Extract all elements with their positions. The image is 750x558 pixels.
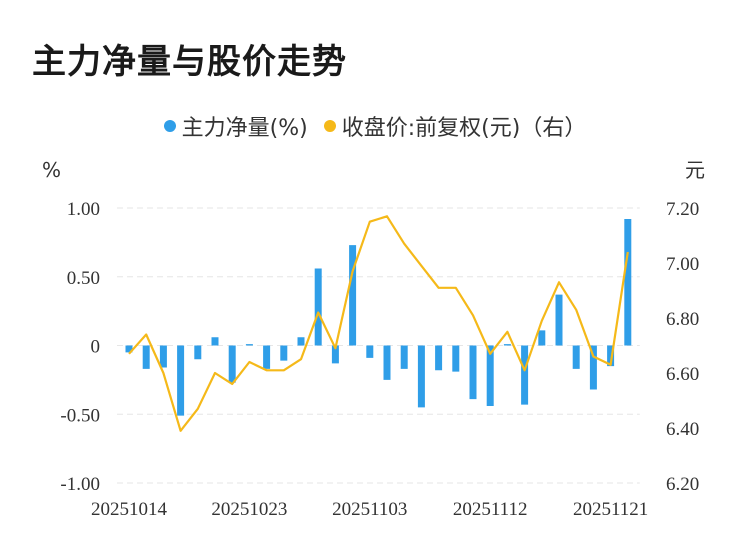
bar[interactable]: [211, 337, 219, 346]
bar[interactable]: [417, 345, 425, 408]
bar[interactable]: [400, 345, 408, 369]
right-tick-label: 6.60: [666, 364, 699, 385]
x-tick-label: 20251121: [573, 499, 648, 520]
bar[interactable]: [435, 345, 443, 371]
legend-label-net-volume: 主力净量(%): [181, 116, 308, 141]
right-tick-label: 6.20: [666, 474, 699, 495]
bar[interactable]: [263, 345, 271, 369]
bar[interactable]: [486, 345, 494, 407]
bar[interactable]: [624, 219, 632, 346]
bar[interactable]: [228, 345, 236, 383]
right-tick-label: 7.20: [666, 199, 699, 220]
bar[interactable]: [297, 337, 305, 346]
x-tick-label: 20251014: [91, 499, 168, 520]
left-tick-label: -0.50: [60, 405, 100, 426]
right-axis-unit: 元: [685, 158, 705, 182]
x-tick-label: 20251103: [332, 499, 407, 520]
left-tick-label: 0: [91, 337, 101, 358]
bar[interactable]: [245, 344, 253, 346]
bar[interactable]: [607, 345, 615, 367]
right-tick-label: 6.40: [666, 419, 699, 440]
left-tick-label: 1.00: [67, 199, 100, 220]
legend-marker-close-price: [323, 120, 336, 132]
bar[interactable]: [314, 268, 322, 346]
bar[interactable]: [366, 345, 374, 358]
bar[interactable]: [383, 345, 391, 380]
bar[interactable]: [177, 345, 185, 416]
left-tick-label: -1.00: [60, 474, 100, 495]
close-price-line[interactable]: [128, 215, 629, 432]
legend-marker-net-volume: [163, 120, 176, 132]
legend: 主力净量(%) 收盘价:前复权(元)（右）: [0, 110, 750, 142]
bar[interactable]: [452, 345, 460, 372]
bar[interactable]: [125, 345, 133, 353]
bar[interactable]: [521, 345, 529, 405]
bar[interactable]: [159, 345, 167, 368]
bar[interactable]: [503, 344, 511, 346]
bar[interactable]: [331, 345, 339, 364]
right-tick-label: 7.00: [666, 254, 699, 275]
legend-item-net-volume[interactable]: 主力净量(%): [163, 110, 308, 142]
bar[interactable]: [538, 330, 546, 346]
bar[interactable]: [194, 345, 202, 360]
bar[interactable]: [280, 345, 288, 361]
left-axis-unit: %: [42, 158, 61, 182]
bar[interactable]: [589, 345, 597, 390]
bar[interactable]: [555, 294, 563, 346]
bar[interactable]: [572, 345, 580, 369]
right-tick-label: 6.80: [666, 309, 699, 330]
bar[interactable]: [469, 345, 477, 400]
bar[interactable]: [349, 245, 357, 346]
x-tick-label: 20251023: [211, 499, 287, 520]
x-tick-label: 20251112: [453, 499, 528, 520]
left-tick-label: 0.50: [67, 268, 100, 289]
legend-item-close-price[interactable]: 收盘价:前复权(元)（右）: [323, 110, 587, 142]
chart-title: 主力净量与股价走势: [32, 42, 347, 82]
legend-label-close-price: 收盘价:前复权(元)（右）: [341, 116, 587, 141]
bar[interactable]: [142, 345, 150, 369]
